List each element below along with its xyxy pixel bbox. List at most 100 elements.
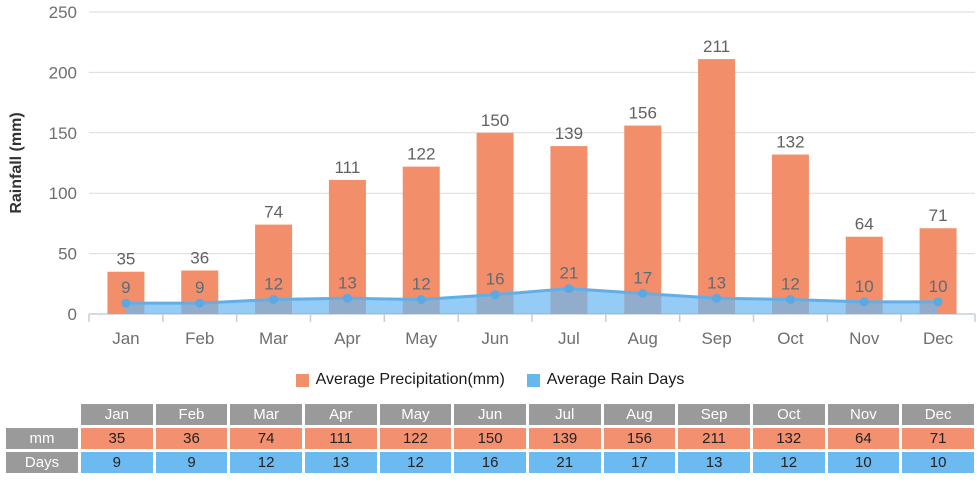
x-axis-label: Dec	[923, 329, 954, 348]
table-cell-mm: 139	[528, 428, 601, 449]
table-month-header: Oct	[752, 404, 825, 425]
rain-days-point	[195, 298, 205, 308]
table-month-header: Jan	[81, 404, 153, 425]
precipitation-bar	[698, 59, 736, 314]
precipitation-value-label: 64	[855, 215, 874, 234]
legend-label: Average Precipitation(mm)	[315, 371, 505, 388]
y-axis-tick-label: 200	[49, 63, 77, 82]
table-cell-days: 17	[603, 452, 676, 473]
rainfall-chart: 0 50 100 150 200 250 35 36 74 111 122 150 139 156 211 1…	[8, 3, 976, 348]
x-axis-label: Apr	[334, 329, 361, 348]
rain-days-value-label: 12	[781, 275, 800, 294]
precipitation-bar	[771, 154, 809, 314]
x-axis-label: Feb	[185, 329, 214, 348]
table-month-header: Feb	[155, 404, 228, 425]
monthly-data-table: Jan Feb Mar Apr May Jun Jul Aug Sep Oct Nov Dec mm 35…	[3, 401, 977, 476]
legend-item-rain-days: Average Rain Days	[526, 371, 685, 389]
precipitation-bar	[624, 125, 662, 314]
y-axis-tick-label: 0	[68, 305, 77, 324]
rain-days-point	[638, 288, 648, 298]
rain-days-value-label: 10	[929, 277, 948, 296]
precipitation-value-label: 150	[481, 111, 509, 130]
table-row-days: Days 9 9 12 13 12 16 21 17 13 12 10 10	[6, 452, 974, 473]
rain-days-point	[712, 293, 722, 303]
legend-swatch-icon	[526, 373, 540, 387]
rain-days-point	[490, 290, 500, 300]
table-month-header: Apr	[304, 404, 377, 425]
legend-label: Average Rain Days	[546, 371, 685, 388]
table-month-header: May	[379, 404, 452, 425]
precipitation-value-label: 111	[334, 158, 360, 177]
table-cell-mm: 111	[304, 428, 377, 449]
rain-days-point	[269, 295, 279, 305]
rain-days-point	[342, 293, 352, 303]
table-cell-mm: 211	[678, 428, 750, 449]
precipitation-value-label: 132	[776, 133, 804, 152]
x-axis-label: Nov	[849, 329, 880, 348]
precipitation-value-label: 36	[190, 249, 209, 268]
y-axis-tick-label: 50	[58, 245, 77, 264]
table-cell-mm: 74	[230, 428, 302, 449]
table-row-header: mm	[6, 428, 78, 449]
precipitation-bar	[476, 132, 514, 314]
table-cell-days: 10	[827, 452, 900, 473]
table-cell-mm: 35	[81, 428, 153, 449]
x-axis-label: Jul	[558, 329, 580, 348]
precipitation-bar	[328, 179, 366, 314]
table-cell-days: 13	[678, 452, 750, 473]
chart-legend: Average Precipitation(mm) Average Rain Da…	[0, 367, 980, 393]
rain-days-value-label: 12	[264, 275, 283, 294]
table-cell-days: 10	[902, 452, 974, 473]
table-cell-days: 9	[81, 452, 153, 473]
rain-days-point	[933, 297, 943, 307]
x-axis-label: May	[405, 329, 438, 348]
table-cell-days: 13	[304, 452, 377, 473]
table-cell-days: 21	[528, 452, 601, 473]
x-axis-label: Jun	[481, 329, 508, 348]
rain-days-point	[121, 298, 131, 308]
table-month-header: Dec	[902, 404, 974, 425]
precipitation-value-label: 74	[264, 203, 283, 222]
table-cell-mm: 150	[454, 428, 526, 449]
rain-days-value-label: 13	[707, 273, 726, 292]
table-cell-mm: 71	[902, 428, 974, 449]
rain-days-point	[785, 295, 795, 305]
rain-days-point	[859, 297, 869, 307]
rain-days-value-label: 16	[486, 270, 505, 289]
table-cell-mm: 132	[752, 428, 825, 449]
rain-days-value-label: 9	[195, 278, 204, 297]
table-cell-days: 12	[379, 452, 452, 473]
rain-days-value-label: 12	[412, 275, 431, 294]
precipitation-value-label: 122	[407, 145, 435, 164]
rain-days-value-label: 10	[855, 277, 874, 296]
x-axis-label: Oct	[777, 329, 804, 348]
rain-days-point	[564, 284, 574, 294]
y-axis-title: Rainfall (mm)	[8, 112, 25, 213]
table-cell-mm: 156	[603, 428, 676, 449]
precipitation-value-label: 71	[929, 206, 948, 225]
table-cell-mm: 122	[379, 428, 452, 449]
table-month-header: Jul	[528, 404, 601, 425]
rain-days-point	[416, 295, 426, 305]
table-cell-days: 12	[230, 452, 302, 473]
table-header-row: Jan Feb Mar Apr May Jun Jul Aug Sep Oct Nov Dec	[6, 404, 974, 425]
table-corner-cell	[6, 404, 78, 425]
table-cell-mm: 64	[827, 428, 900, 449]
x-axis-label: Sep	[701, 329, 731, 348]
x-axis-label: Mar	[259, 329, 289, 348]
legend-swatch-icon	[295, 373, 309, 387]
precipitation-bar	[402, 166, 440, 314]
table-month-header: Nov	[827, 404, 900, 425]
table-cell-days: 16	[454, 452, 526, 473]
x-axis-label: Aug	[628, 329, 658, 348]
rain-days-value-label: 9	[121, 278, 130, 297]
table-month-header: Aug	[603, 404, 676, 425]
table-month-header: Mar	[230, 404, 302, 425]
rain-days-value-label: 17	[633, 268, 652, 287]
legend-item-precipitation: Average Precipitation(mm)	[295, 371, 505, 389]
table-cell-days: 12	[752, 452, 825, 473]
y-axis-tick-label: 150	[49, 124, 77, 143]
table-row-mm: mm 35 36 74 111 122 150 139 156 211 132 64 71	[6, 428, 974, 449]
x-axis-label: Jan	[112, 329, 139, 348]
table-month-header: Jun	[454, 404, 526, 425]
